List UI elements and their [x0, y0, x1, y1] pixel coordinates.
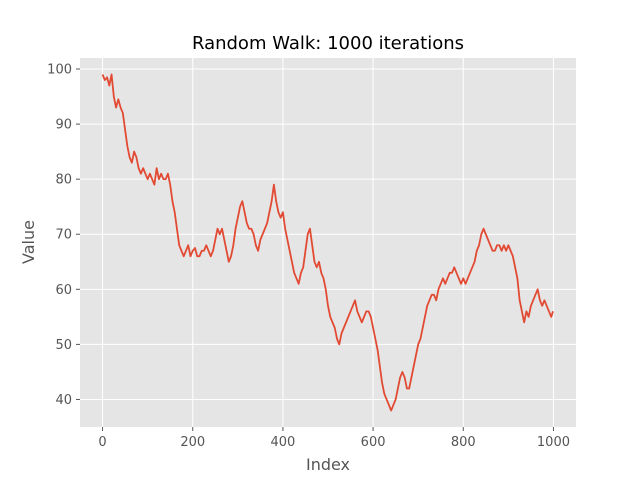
y-tick-label: 40 — [55, 393, 72, 408]
x-tick-label: 800 — [451, 435, 476, 450]
y-tick-label: 80 — [55, 173, 72, 188]
y-tick-label: 90 — [55, 118, 72, 133]
grid-lines — [80, 58, 576, 427]
y-tick-label: 70 — [55, 228, 72, 243]
x-tick-label: 0 — [98, 435, 106, 450]
y-axis-label: Value — [19, 220, 38, 264]
x-tick-label: 600 — [361, 435, 386, 450]
y-tick-label: 100 — [47, 63, 72, 78]
x-tick-label: 200 — [180, 435, 205, 450]
x-axis-label: Index — [306, 455, 350, 474]
y-axis-ticks: 40 50 60 70 80 90 100 — [47, 63, 80, 408]
x-tick-label: 400 — [270, 435, 295, 450]
series-line — [101, 73, 554, 412]
y-tick-label: 50 — [55, 338, 72, 353]
plot-area — [80, 58, 576, 427]
x-tick-label: 1000 — [537, 435, 570, 450]
x-axis-ticks: 0 200 400 600 800 1000 — [98, 427, 570, 450]
chart-title: Random Walk: 1000 iterations — [192, 33, 464, 54]
y-tick-label: 60 — [55, 283, 72, 298]
